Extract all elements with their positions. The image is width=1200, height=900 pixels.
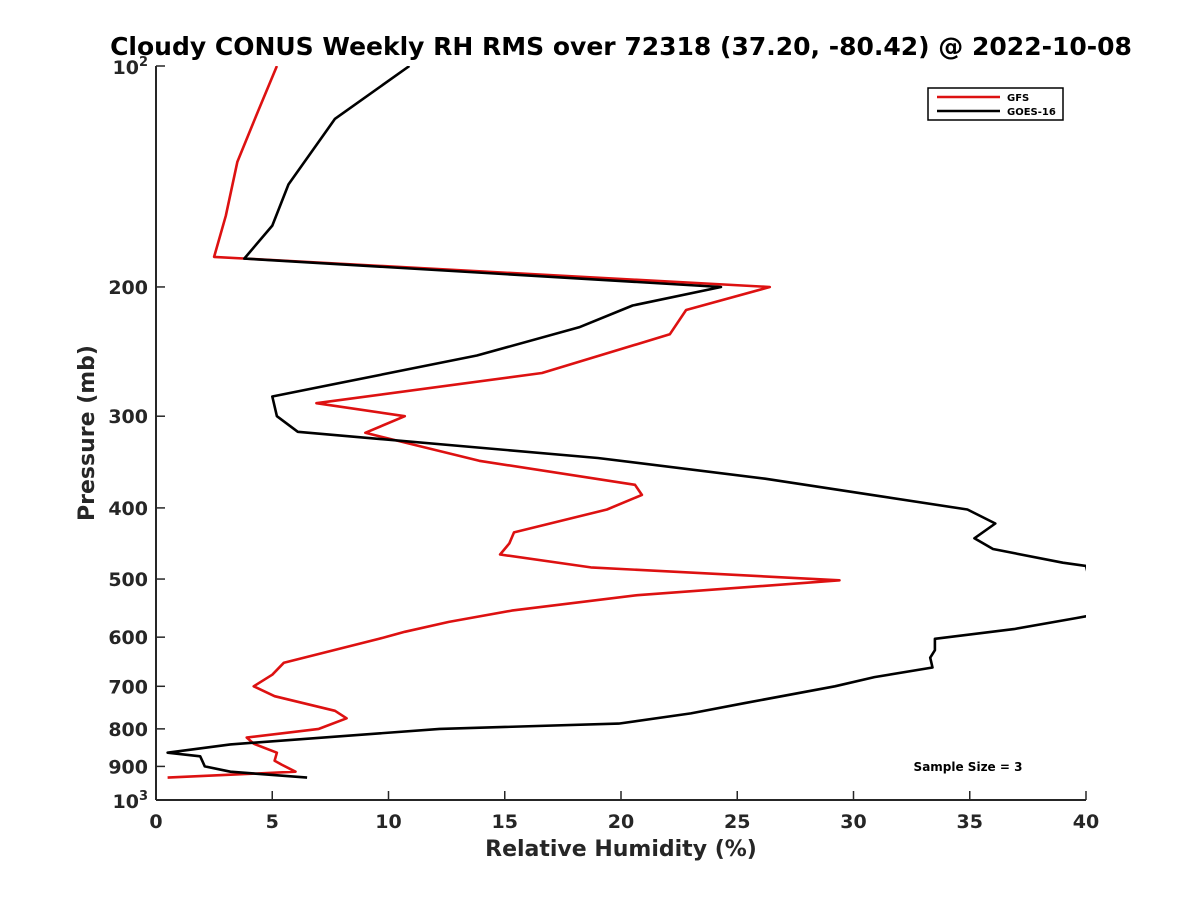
x-tick-label: 30 xyxy=(840,811,866,833)
series-line-1 xyxy=(166,66,1086,779)
x-tick-label: 25 xyxy=(724,811,750,833)
y-axis-label: Pressure (mb) xyxy=(75,345,100,521)
sample-size-annotation: Sample Size = 3 xyxy=(914,760,1023,774)
x-tick-label: 40 xyxy=(1073,811,1099,833)
x-axis-label: Relative Humidity (%) xyxy=(485,837,757,862)
x-tick-label: 20 xyxy=(608,811,634,833)
y-tick-label: 700 xyxy=(108,676,148,698)
y-tick-label: 900 xyxy=(108,756,148,778)
x-tick-label: 10 xyxy=(375,811,401,833)
y-tick-label: 800 xyxy=(108,719,148,741)
chart-legend: GFS GOES-16 xyxy=(927,87,1064,121)
x-tick-label: 15 xyxy=(492,811,518,833)
y-tick-label-power: 102 xyxy=(113,55,149,79)
x-axis-ticks: 0 5 10 15 20 25 30 35 40 xyxy=(149,791,1099,833)
x-tick-label: 5 xyxy=(266,811,279,833)
legend-label-goes16: GOES-16 xyxy=(1007,107,1056,118)
y-tick-label-power: 103 xyxy=(113,789,149,813)
y-tick-label: 500 xyxy=(108,569,148,591)
x-tick-label: 0 xyxy=(149,811,162,833)
y-tick-label: 600 xyxy=(108,627,148,649)
y-axis-ticks: 200 300 400 500 600 700 800 900 102 103 xyxy=(108,55,165,813)
series-layer xyxy=(166,66,1086,779)
x-tick-label: 35 xyxy=(957,811,983,833)
y-tick-label: 200 xyxy=(108,277,148,299)
series-line-0 xyxy=(167,66,841,779)
legend-box xyxy=(927,87,1064,121)
legend-label-gfs: GFS xyxy=(1007,93,1029,104)
y-tick-label: 300 xyxy=(108,406,148,428)
y-tick-label: 400 xyxy=(108,498,148,520)
chart-title: Cloudy CONUS Weekly RH RMS over 72318 (3… xyxy=(110,32,1132,61)
